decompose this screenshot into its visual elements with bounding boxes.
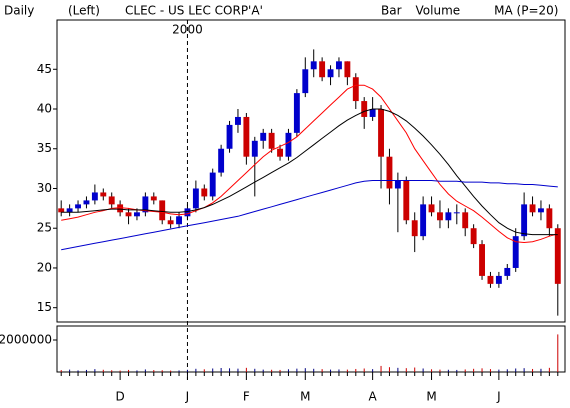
candle-body	[319, 61, 326, 78]
candle-body	[378, 109, 384, 157]
y-tick-label: 35	[37, 141, 52, 155]
x-tick-label: D	[116, 390, 125, 404]
candle-body	[66, 208, 73, 213]
legend-label: Bar	[381, 4, 402, 18]
candle-body	[394, 180, 401, 189]
volume-frame	[56, 325, 566, 373]
candle-body	[251, 140, 258, 157]
x-tick-label: F	[243, 390, 250, 404]
candle-body	[327, 69, 334, 78]
candle-body	[226, 124, 233, 149]
candle-body	[487, 275, 494, 284]
candle-body	[293, 93, 300, 133]
candle-body	[310, 61, 317, 70]
y-tick-label: 45	[37, 62, 52, 76]
candle-body	[411, 220, 418, 237]
candle-body	[117, 204, 124, 213]
candle-body	[235, 116, 241, 125]
candle-body	[201, 188, 208, 197]
candle-body	[142, 196, 149, 213]
candle-body	[108, 196, 115, 205]
price-frame	[56, 19, 566, 323]
y-tick-label: 20	[37, 260, 52, 274]
candle-body	[285, 132, 292, 157]
legend-label: MA (P=20)	[494, 4, 558, 18]
candle-body	[277, 148, 283, 157]
candle-body	[462, 212, 469, 229]
candle-body	[243, 116, 250, 157]
x-tick-label: J	[185, 390, 190, 404]
candle-body	[100, 192, 107, 197]
candle-body	[91, 192, 98, 201]
candle-body	[470, 228, 477, 245]
candle-body	[134, 212, 140, 217]
y-tick-label: 30	[37, 181, 52, 195]
candle-body	[521, 204, 528, 237]
legend-label: Volume	[416, 4, 461, 18]
candle-body	[403, 180, 410, 221]
candle-body	[167, 220, 174, 225]
candle-body	[352, 77, 359, 102]
x-tick-label: A	[369, 390, 378, 404]
volume-tick-label: 2000000	[0, 333, 52, 347]
candle-body	[83, 200, 90, 205]
candle-body	[445, 212, 452, 221]
candle-body	[361, 101, 368, 117]
moving-average	[61, 180, 558, 251]
candle-body	[209, 172, 216, 197]
axis-side: (Left)	[68, 4, 100, 18]
candle-body	[554, 228, 561, 284]
x-tick-label: J	[496, 390, 501, 404]
candle-body	[495, 275, 502, 284]
year-label: 2000	[172, 23, 203, 37]
candle-body	[150, 196, 157, 201]
candle-body	[386, 156, 393, 189]
candle-body	[159, 200, 166, 221]
x-tick-label: M	[300, 390, 310, 404]
period: Daily	[4, 4, 34, 18]
candle-body	[512, 236, 519, 268]
candle-body	[75, 204, 81, 209]
moving-average	[61, 84, 558, 244]
candle-body	[192, 188, 199, 209]
candle-body	[369, 109, 376, 117]
candle-body	[538, 208, 544, 213]
candle-body	[428, 204, 435, 213]
candle-body	[125, 212, 132, 217]
candle-body	[453, 212, 460, 214]
candle-body	[546, 208, 553, 229]
candle-body	[344, 61, 351, 78]
moving-average	[61, 108, 558, 236]
candle-body	[420, 204, 427, 237]
candle-body	[260, 132, 267, 141]
candle-body	[479, 244, 485, 276]
candle-body	[268, 132, 275, 149]
candle-body	[302, 69, 309, 94]
y-tick-label: 15	[37, 300, 52, 314]
candle-body	[504, 267, 511, 276]
y-tick-label: 25	[37, 221, 52, 235]
candle-body	[529, 204, 536, 213]
chart-title: CLEC - US LEC CORP'A'	[125, 4, 263, 18]
candle-body	[184, 208, 191, 217]
candle-body	[176, 216, 182, 225]
y-tick-label: 40	[37, 102, 52, 116]
candle-body	[437, 212, 443, 221]
candle-body	[218, 148, 225, 173]
candle-body	[58, 208, 65, 213]
x-tick-label: M	[426, 390, 436, 404]
candle-body	[336, 61, 342, 70]
